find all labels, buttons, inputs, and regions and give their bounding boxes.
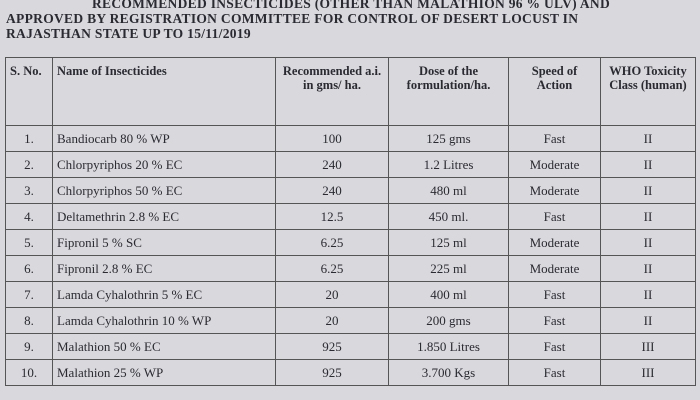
table-cell: 4. [5, 203, 53, 230]
table-cell: 20 [275, 307, 389, 334]
table-cell: Moderate [508, 151, 601, 178]
table-body: 1. Bandiocarb 80 % WP 100 125 gms Fast II 2. Ch… [5, 125, 696, 386]
table-cell: 240 [275, 151, 389, 178]
table-cell: 1.850 Litres [388, 333, 509, 360]
table-cell: Bandiocarb 80 % WP [52, 125, 276, 152]
table-cell: Chlorpyriphos 20 % EC [52, 151, 276, 178]
table-cell: II [600, 255, 696, 282]
header-row: S. No. Name of Insecticides Recommended a.… [5, 57, 696, 126]
table-cell: 925 [275, 359, 389, 386]
table-cell: II [600, 125, 696, 152]
table-cell: Fast [508, 203, 601, 230]
table-cell: 400 ml [388, 281, 509, 308]
table-cell: II [600, 229, 696, 256]
table-cell: II [600, 307, 696, 334]
table-cell: Fast [508, 125, 601, 152]
table-cell: 450 ml. [388, 203, 509, 230]
header: RECOMMENDED INSECTICIDES (OTHER THAN MAL… [6, 0, 696, 41]
column-header: Name of Insecticides [52, 57, 276, 126]
table-cell: Chlorpyriphos 50 % EC [52, 177, 276, 204]
table-cell: 10. [5, 359, 53, 386]
table-cell: 1.2 Litres [388, 151, 509, 178]
table-cell: III [600, 359, 696, 386]
column-header: Dose of the formulation/ha. [388, 57, 509, 126]
table-cell: Fast [508, 333, 601, 360]
table-row: 4. Deltamethrin 2.8 % EC 12.5 450 ml. Fast II [5, 203, 696, 230]
table-cell: 1. [5, 125, 53, 152]
table-row: 3. Chlorpyriphos 50 % EC 240 480 ml Moderate… [5, 177, 696, 204]
table-cell: 12.5 [275, 203, 389, 230]
table-cell: Moderate [508, 177, 601, 204]
table-row: 7. Lamda Cyhalothrin 5 % EC 20 400 ml Fast II [5, 281, 696, 308]
table-cell: Lamda Cyhalothrin 5 % EC [52, 281, 276, 308]
table-cell: 6.25 [275, 229, 389, 256]
column-header: Recommended a.i. in gms/ ha. [275, 57, 389, 126]
table-cell: 6. [5, 255, 53, 282]
table-cell: II [600, 281, 696, 308]
table-cell: 925 [275, 333, 389, 360]
table-cell: 240 [275, 177, 389, 204]
table-cell: III [600, 333, 696, 360]
table-cell: II [600, 203, 696, 230]
table-row: 9. Malathion 50 % EC 925 1.850 Litres Fast II… [5, 333, 696, 360]
table-cell: 125 gms [388, 125, 509, 152]
table-cell: Lamda Cyhalothrin 10 % WP [52, 307, 276, 334]
table-cell: 125 ml [388, 229, 509, 256]
column-header: WHO Toxicity Class (human) [600, 57, 696, 126]
table-cell: 3.700 Kgs [388, 359, 509, 386]
table-cell: Fipronil 2.8 % EC [52, 255, 276, 282]
table-cell: 7. [5, 281, 53, 308]
table-cell: 8. [5, 307, 53, 334]
table-cell: Moderate [508, 255, 601, 282]
table-cell: 2. [5, 151, 53, 178]
table-row: 1. Bandiocarb 80 % WP 100 125 gms Fast II [5, 125, 696, 152]
table-cell: 225 ml [388, 255, 509, 282]
table-cell: 5. [5, 229, 53, 256]
table-row: 6. Fipronil 2.8 % EC 6.25 225 ml Moderate II [5, 255, 696, 282]
table-cell: Malathion 25 % WP [52, 359, 276, 386]
column-header: Speed of Action [508, 57, 601, 126]
table-cell: 3. [5, 177, 53, 204]
title-line: RAJASTHAN STATE UP TO 15/11/2019 [6, 26, 251, 41]
column-header: S. No. [5, 57, 53, 126]
table-row: 2. Chlorpyriphos 20 % EC 240 1.2 Litres Mode… [5, 151, 696, 178]
table-cell: 20 [275, 281, 389, 308]
table-cell: Moderate [508, 229, 601, 256]
table-row: 5. Fipronil 5 % SC 6.25 125 ml Moderate II [5, 229, 696, 256]
table-cell: Fast [508, 359, 601, 386]
table-cell: Fipronil 5 % SC [52, 229, 276, 256]
table-cell: Deltamethrin 2.8 % EC [52, 203, 276, 230]
table-cell: 100 [275, 125, 389, 152]
table-cell: II [600, 151, 696, 178]
table-cell: Malathion 50 % EC [52, 333, 276, 360]
table-cell: 9. [5, 333, 53, 360]
table-cell: Fast [508, 281, 601, 308]
table-cell: 480 ml [388, 177, 509, 204]
table-row: 8. Lamda Cyhalothrin 10 % WP 20 200 gms Fast… [5, 307, 696, 334]
title-line: RECOMMENDED INSECTICIDES (OTHER THAN MAL… [91, 0, 611, 11]
table-row: 10. Malathion 25 % WP 925 3.700 Kgs Fast III [5, 359, 696, 386]
table-cell: Fast [508, 307, 601, 334]
table-cell: 6.25 [275, 255, 389, 282]
table-cell: 200 gms [388, 307, 509, 334]
table-cell: II [600, 177, 696, 204]
title-line: APPROVED BY REGISTRATION COMMITTEE FOR C… [6, 11, 579, 26]
insecticide-table: S. No. Name of Insecticides Recommended a.… [5, 57, 696, 386]
